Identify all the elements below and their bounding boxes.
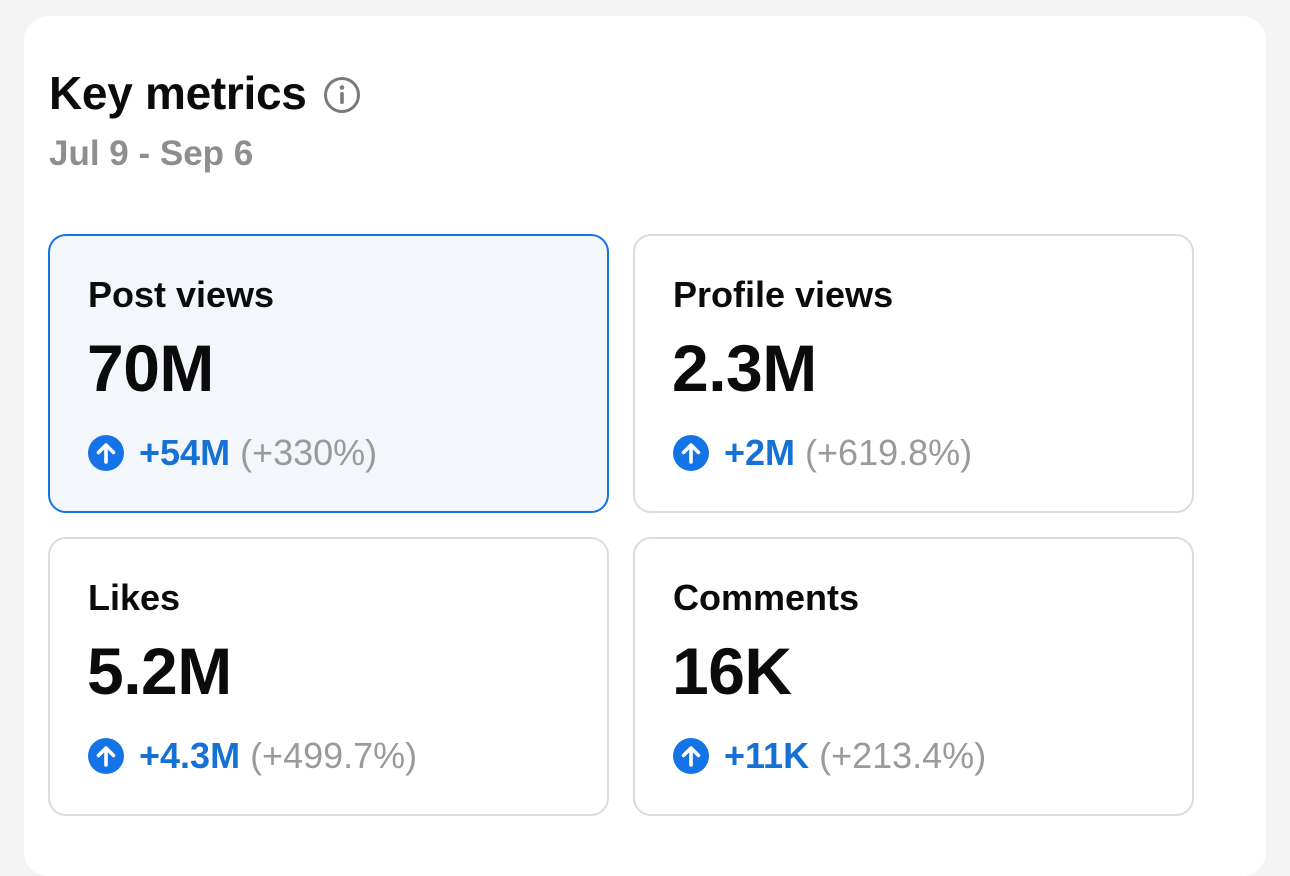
metric-delta: +11K xyxy=(724,735,810,776)
arrow-up-circle-icon xyxy=(672,737,710,775)
metric-change: +4.3M (+499.7%) xyxy=(87,735,417,777)
arrow-up-circle-icon xyxy=(87,737,125,775)
metric-percent: (+499.7%) xyxy=(250,735,418,776)
metric-percent: (+330%) xyxy=(240,432,378,473)
metric-delta: +2M xyxy=(724,432,796,473)
metric-card-post-views[interactable]: Post views 70M +54M (+330%) xyxy=(48,234,609,513)
metric-card-profile-views[interactable]: Profile views 2.3M +2M (+619.8%) xyxy=(633,234,1194,513)
metric-label: Likes xyxy=(88,577,181,618)
metric-card-likes[interactable]: Likes 5.2M +4.3M (+499.7%) xyxy=(48,537,609,816)
metric-percent: (+213.4%) xyxy=(819,735,987,776)
page-title: Key metrics xyxy=(49,67,307,119)
date-range: Jul 9 - Sep 6 xyxy=(49,134,254,173)
key-metrics-header: Key metrics xyxy=(49,66,361,120)
metric-value: 5.2M xyxy=(87,634,232,708)
metric-delta: +4.3M xyxy=(139,735,241,776)
metric-value: 16K xyxy=(672,634,792,708)
metric-value: 2.3M xyxy=(672,331,817,405)
metric-change: +54M (+330%) xyxy=(87,432,377,474)
metric-percent: (+619.8%) xyxy=(805,432,973,473)
metric-label: Post views xyxy=(88,274,275,315)
metric-change: +11K (+213.4%) xyxy=(672,735,986,777)
metric-delta: +54M xyxy=(139,432,231,473)
metrics-grid: Post views 70M +54M (+330%) Profile view… xyxy=(48,234,1194,816)
arrow-up-circle-icon xyxy=(672,434,710,472)
metric-change: +2M (+619.8%) xyxy=(672,432,972,474)
metric-value: 70M xyxy=(87,331,214,405)
metric-label: Profile views xyxy=(673,274,894,315)
metric-label: Comments xyxy=(673,577,860,618)
info-icon[interactable] xyxy=(323,76,361,114)
arrow-up-circle-icon xyxy=(87,434,125,472)
metric-card-comments[interactable]: Comments 16K +11K (+213.4%) xyxy=(633,537,1194,816)
